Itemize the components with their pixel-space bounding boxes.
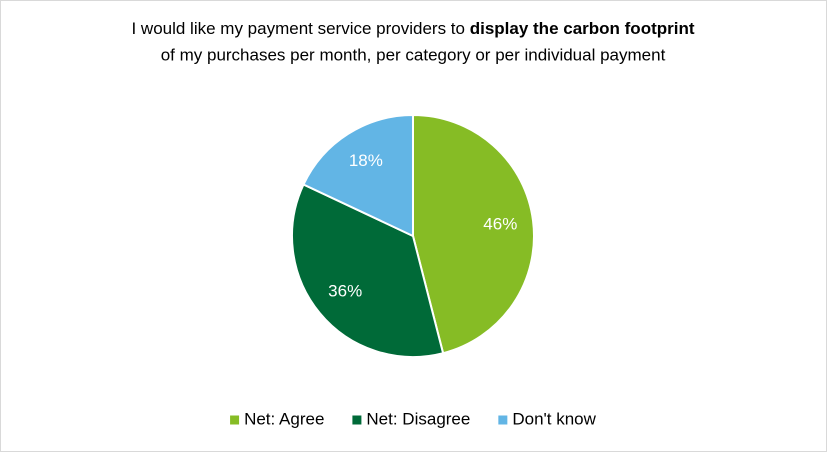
legend-label: Net: Agree <box>244 409 324 428</box>
chart-title-line: of my purchases per month, per category … <box>161 45 666 64</box>
pie-slice <box>412 113 535 355</box>
legend-swatch <box>498 415 508 425</box>
legend-swatch <box>230 415 240 425</box>
title-part: I would like my payment service provider… <box>131 19 469 38</box>
legend-swatch <box>352 415 362 425</box>
chart-title: I would like my payment service provider… <box>131 19 694 38</box>
legend-label: Don't know <box>512 409 596 428</box>
title-part-bold: display the carbon footprint <box>470 19 695 38</box>
data-label: 46% <box>483 214 517 233</box>
pie-slice <box>302 113 414 238</box>
data-label: 18% <box>349 151 383 170</box>
legend-label: Net: Disagree <box>366 409 470 428</box>
data-label: 36% <box>328 282 362 301</box>
pie-slice <box>291 183 445 358</box>
